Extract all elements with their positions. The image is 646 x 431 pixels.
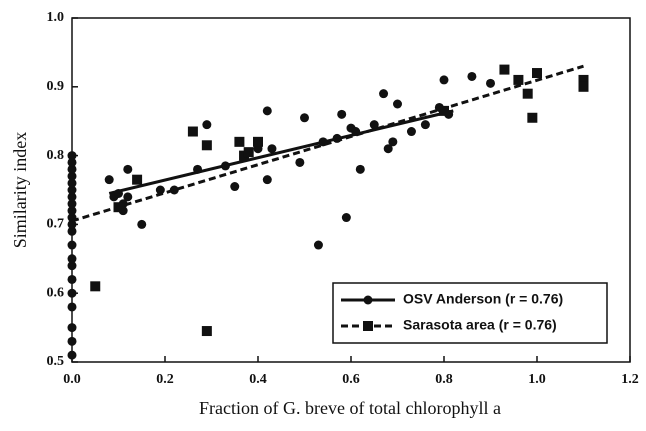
data-point: [114, 188, 123, 198]
data-point: [243, 147, 254, 158]
data-point: [467, 71, 477, 81]
data-point: [439, 105, 449, 116]
fit-line: [108, 109, 454, 195]
fit-line: [71, 64, 584, 223]
data-point: [379, 89, 389, 99]
data-point: [253, 136, 263, 147]
data-point: [67, 323, 77, 333]
data-point: [393, 99, 402, 109]
data-point: [369, 120, 379, 130]
y-tick-label: 0.7: [47, 217, 65, 232]
data-point: [202, 120, 212, 130]
data-point: [355, 164, 365, 174]
data-point: [262, 175, 272, 185]
data-point: [67, 226, 77, 236]
data-point: [513, 74, 524, 85]
legend-marker: [363, 321, 373, 331]
data-point: [406, 127, 416, 137]
data-point: [67, 254, 77, 264]
data-point: [90, 281, 101, 292]
legend-marker: [363, 295, 373, 305]
data-point: [313, 240, 323, 250]
data-point: [67, 274, 77, 284]
data-point: [295, 157, 305, 167]
data-point: [67, 261, 77, 271]
data-point: [486, 78, 495, 88]
data-point: [341, 213, 351, 223]
data-point: [201, 140, 212, 151]
data-point: [267, 144, 277, 154]
data-point: [193, 164, 203, 174]
data-point: [234, 136, 245, 147]
x-tick-label: 0.8: [435, 372, 453, 387]
legend-label: Sarasota area (r = 0.76): [403, 317, 557, 333]
data-point: [300, 113, 309, 123]
data-point: [67, 151, 77, 161]
data-point: [67, 350, 77, 360]
y-axis-label: Similarity index: [10, 132, 30, 249]
data-point: [220, 161, 230, 171]
data-point: [522, 88, 533, 99]
data-point: [187, 126, 198, 137]
data-point: [132, 174, 143, 185]
data-point: [104, 175, 114, 185]
legend-box: [332, 282, 608, 344]
data-point: [67, 178, 77, 188]
data-point: [262, 106, 272, 116]
data-point: [113, 202, 124, 213]
x-tick-label: 0.4: [249, 372, 267, 387]
data-point: [201, 326, 212, 337]
data-point: [67, 185, 77, 195]
y-tick-label: 0.8: [47, 148, 65, 163]
x-tick-label: 1.0: [528, 372, 546, 387]
data-point: [578, 74, 589, 85]
data-point: [337, 109, 347, 119]
data-point: [67, 206, 77, 216]
x-tick-label: 0.6: [342, 372, 360, 387]
data-point: [527, 112, 538, 123]
data-point: [155, 185, 165, 195]
data-point: [67, 288, 77, 298]
data-point: [123, 192, 133, 202]
x-tick-label: 1.2: [621, 372, 639, 387]
data-point: [123, 164, 133, 174]
x-tick-label: 0.0: [63, 372, 81, 387]
y-tick-label: 1.0: [47, 10, 65, 25]
data-point: [67, 199, 77, 209]
data-point: [67, 336, 77, 346]
y-tick-label: 0.5: [47, 354, 65, 369]
x-axis-label: Fraction of G. breve of total chlorophyl…: [199, 398, 501, 418]
data-point: [230, 182, 240, 192]
data-point: [67, 157, 77, 167]
y-tick-label: 0.6: [47, 285, 65, 300]
data-point: [67, 164, 77, 174]
data-point: [169, 185, 179, 195]
data-point: [578, 81, 589, 92]
data-point: [67, 219, 77, 229]
data-point: [420, 120, 430, 130]
data-point: [388, 137, 398, 147]
y-tick-label: 0.9: [47, 79, 65, 94]
data-point: [67, 192, 77, 202]
data-point: [383, 144, 393, 154]
data-point: [67, 302, 77, 312]
data-point: [499, 64, 510, 75]
data-point: [439, 75, 449, 85]
data-point: [67, 171, 77, 181]
legend-label: OSV Anderson (r = 0.76): [403, 291, 563, 307]
data-point: [67, 240, 77, 250]
x-tick-label: 0.2: [156, 372, 174, 387]
data-point: [137, 219, 147, 229]
data-point: [532, 68, 542, 79]
